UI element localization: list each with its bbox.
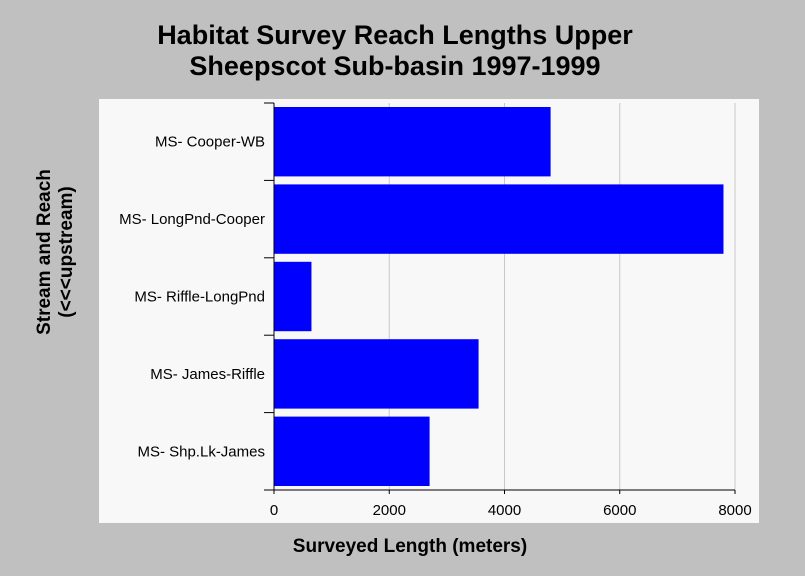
y-axis-label-line2: (<<<upstream) bbox=[56, 186, 77, 318]
x-tick-label: 8000 bbox=[718, 502, 751, 519]
x-axis-label: Surveyed Length (meters) bbox=[292, 536, 528, 557]
chart-title: Habitat Survey Reach Lengths Upper Sheep… bbox=[0, 20, 790, 82]
bar bbox=[274, 107, 551, 177]
x-tick-label: 6000 bbox=[603, 502, 636, 519]
bar bbox=[274, 416, 430, 486]
category-label: MS- Riffle-LongPnd bbox=[134, 289, 265, 306]
chart-title-line1: Habitat Survey Reach Lengths Upper bbox=[157, 20, 633, 50]
category-label: MS- Shp.Lk-James bbox=[137, 443, 265, 460]
x-tick-label: 0 bbox=[270, 502, 278, 519]
category-label: MS- Cooper-WB bbox=[155, 134, 265, 151]
y-axis-label: Stream and Reach (<<<upstream) bbox=[34, 169, 78, 335]
x-tick-label: 4000 bbox=[488, 502, 521, 519]
category-label: MS- LongPnd-Cooper bbox=[119, 211, 265, 228]
y-axis-label-line1: Stream and Reach bbox=[34, 169, 55, 335]
chart-title-line2: Sheepscot Sub-basin 1997-1999 bbox=[189, 51, 601, 81]
bar bbox=[274, 261, 312, 332]
category-label: MS- James-Riffle bbox=[150, 366, 265, 383]
x-tick-label: 2000 bbox=[373, 502, 406, 519]
bar bbox=[274, 184, 724, 254]
bar bbox=[274, 339, 479, 409]
